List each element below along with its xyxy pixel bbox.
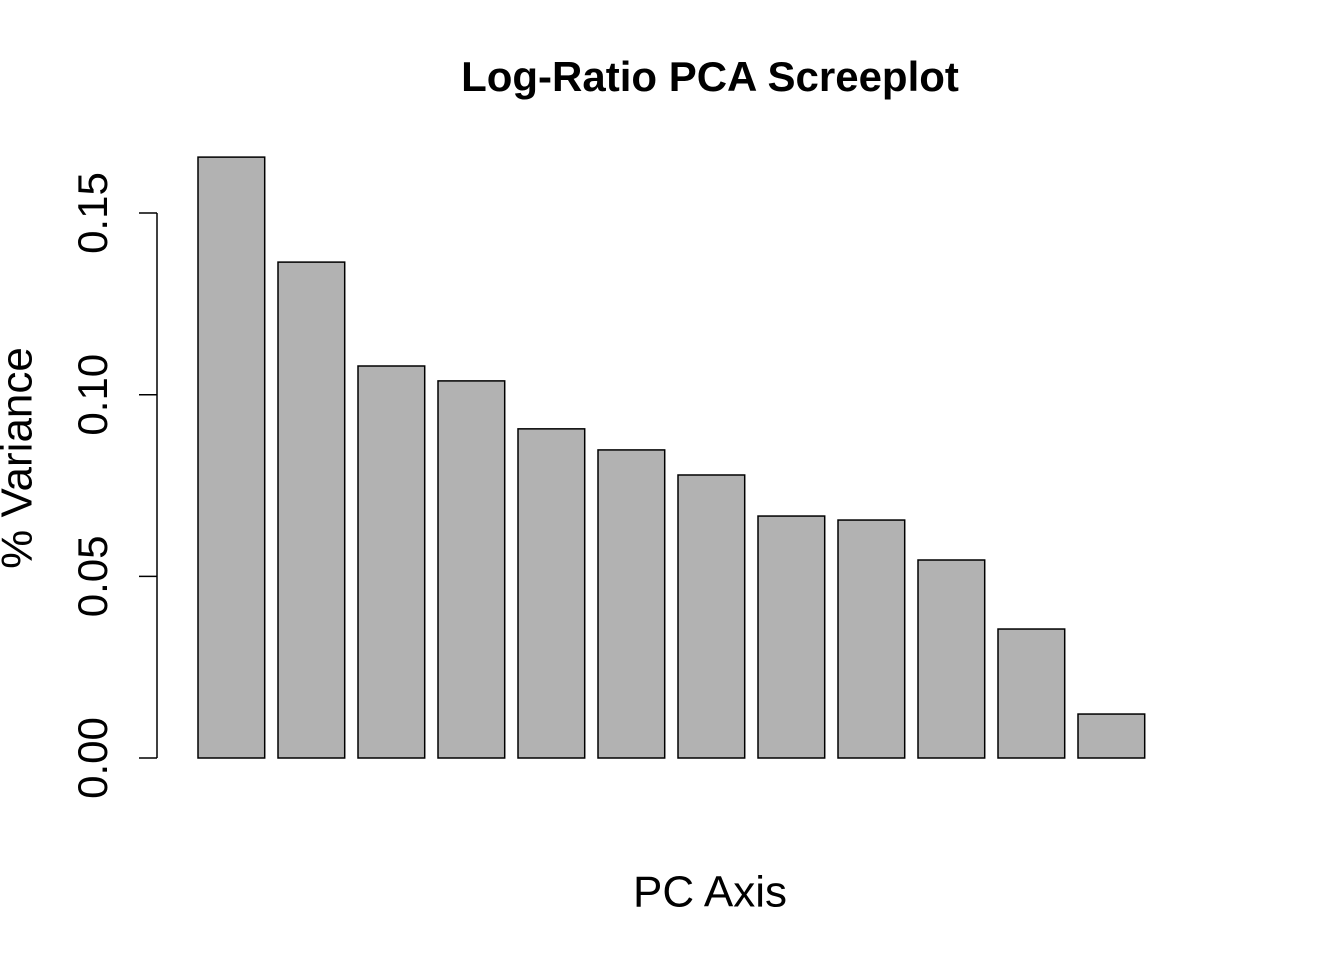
bar — [197, 156, 266, 759]
bar — [837, 519, 906, 759]
y-tick-label: 0.00 — [69, 717, 116, 799]
bar — [677, 474, 746, 759]
bar — [277, 261, 346, 759]
y-tick-label: 0.15 — [69, 172, 116, 254]
bar — [357, 365, 426, 759]
bar — [517, 428, 586, 759]
bar — [757, 515, 826, 759]
y-tick-label: 0.05 — [69, 535, 116, 617]
bar — [917, 559, 986, 759]
bar — [437, 380, 506, 759]
x-axis-label: PC Axis — [633, 868, 787, 917]
bar — [997, 628, 1066, 759]
y-tick-label: 0.10 — [69, 354, 116, 436]
chart-title: Log-Ratio PCA Screeplot — [461, 53, 959, 100]
y-axis-label: % Variance — [0, 347, 42, 569]
bar — [1077, 713, 1146, 759]
bar — [597, 449, 666, 759]
